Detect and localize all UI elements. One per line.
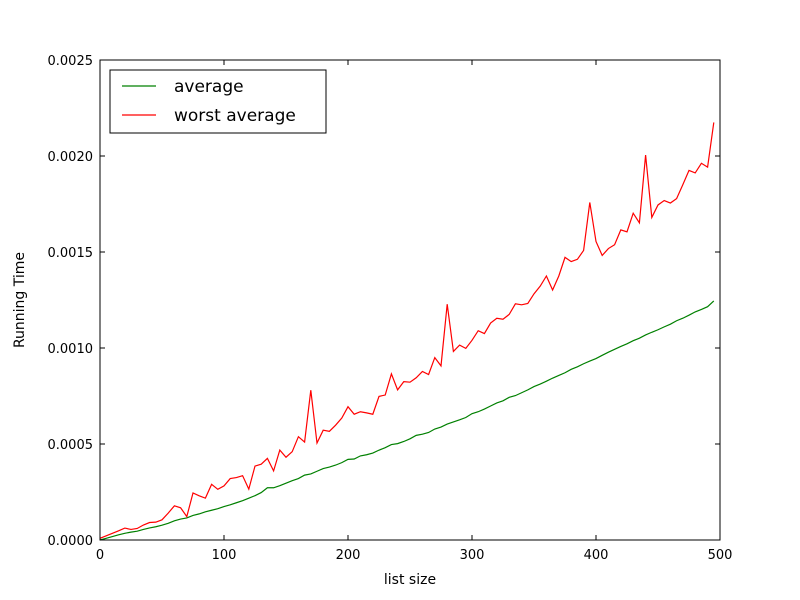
series-line-worst-average <box>99 122 715 539</box>
x-tick-label: 500 <box>708 548 733 563</box>
y-tick-label: 0.0020 <box>48 150 94 165</box>
plot-frame <box>99 59 721 541</box>
y-tick-label: 0.0000 <box>48 534 94 549</box>
legend: average worst average <box>109 69 327 134</box>
y-axis-label: Running Time <box>12 252 28 348</box>
x-tick-label: 0 <box>96 548 104 563</box>
legend-label-worst-average: worst average <box>174 106 296 126</box>
x-axis-label: list size <box>384 572 436 588</box>
x-tick-label: 200 <box>336 548 361 563</box>
plot-lines <box>99 122 715 541</box>
legend-frame <box>109 69 327 134</box>
y-tick-label: 0.0005 <box>48 438 94 453</box>
legend-label-average: average <box>174 77 244 97</box>
x-tick-label: 100 <box>212 548 237 563</box>
y-tick-label: 0.0010 <box>48 342 94 357</box>
y-tick-label: 0.0025 <box>48 54 94 69</box>
axis-ticks: 0 100 200 300 400 500 0.0000 0.0005 0.0010 0.0015… <box>48 54 733 563</box>
y-tick-label: 0.0015 <box>48 246 94 261</box>
x-tick-label: 400 <box>584 548 609 563</box>
series-line-average <box>99 300 715 541</box>
x-tick-label: 300 <box>460 548 485 563</box>
